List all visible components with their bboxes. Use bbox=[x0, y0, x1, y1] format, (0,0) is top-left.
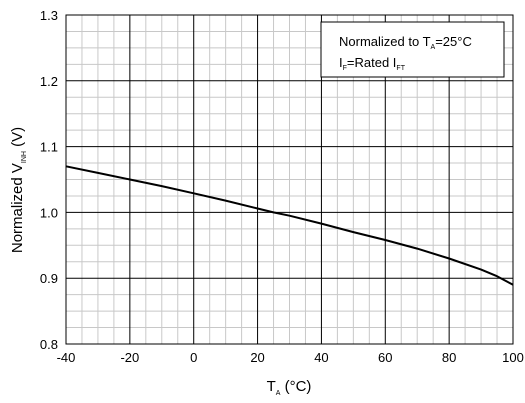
y-tick-label: 0.9 bbox=[40, 271, 58, 286]
series-layer bbox=[65, 165, 514, 286]
y-tick-label: 1.1 bbox=[40, 140, 58, 155]
x-tick-label: 40 bbox=[314, 350, 328, 365]
x-axis-title: TA (°C) bbox=[267, 378, 312, 397]
y-tick-label: 1.0 bbox=[40, 205, 58, 220]
x-tick-label: 60 bbox=[378, 350, 392, 365]
legend-line-1: Normalized to TA=25°C bbox=[339, 34, 472, 51]
x-tick-labels: -40 -20 0 20 40 60 80 100 bbox=[57, 350, 524, 365]
x-tick-label: 100 bbox=[502, 350, 524, 365]
legend: Normalized to TA=25°C IF=Rated IFT bbox=[320, 21, 505, 78]
x-tick-label: 20 bbox=[250, 350, 264, 365]
y-tick-label: 1.3 bbox=[40, 8, 58, 23]
legend-line-2: IF=Rated IFT bbox=[339, 55, 406, 72]
y-axis-title: Normalized VINH (V) bbox=[9, 127, 28, 253]
legend-box bbox=[320, 21, 505, 78]
x-tick-label: -20 bbox=[120, 350, 139, 365]
x-tick-label: -40 bbox=[57, 350, 76, 365]
y-tick-label: 1.2 bbox=[40, 74, 58, 89]
series-line bbox=[65, 165, 514, 286]
y-tick-labels: 0.8 0.9 1.0 1.1 1.2 1.3 bbox=[40, 8, 58, 352]
plot-frame bbox=[65, 14, 514, 345]
y-tick-label: 0.8 bbox=[40, 337, 58, 352]
x-tick-label: 80 bbox=[442, 350, 456, 365]
x-tick-label: 0 bbox=[190, 350, 197, 365]
